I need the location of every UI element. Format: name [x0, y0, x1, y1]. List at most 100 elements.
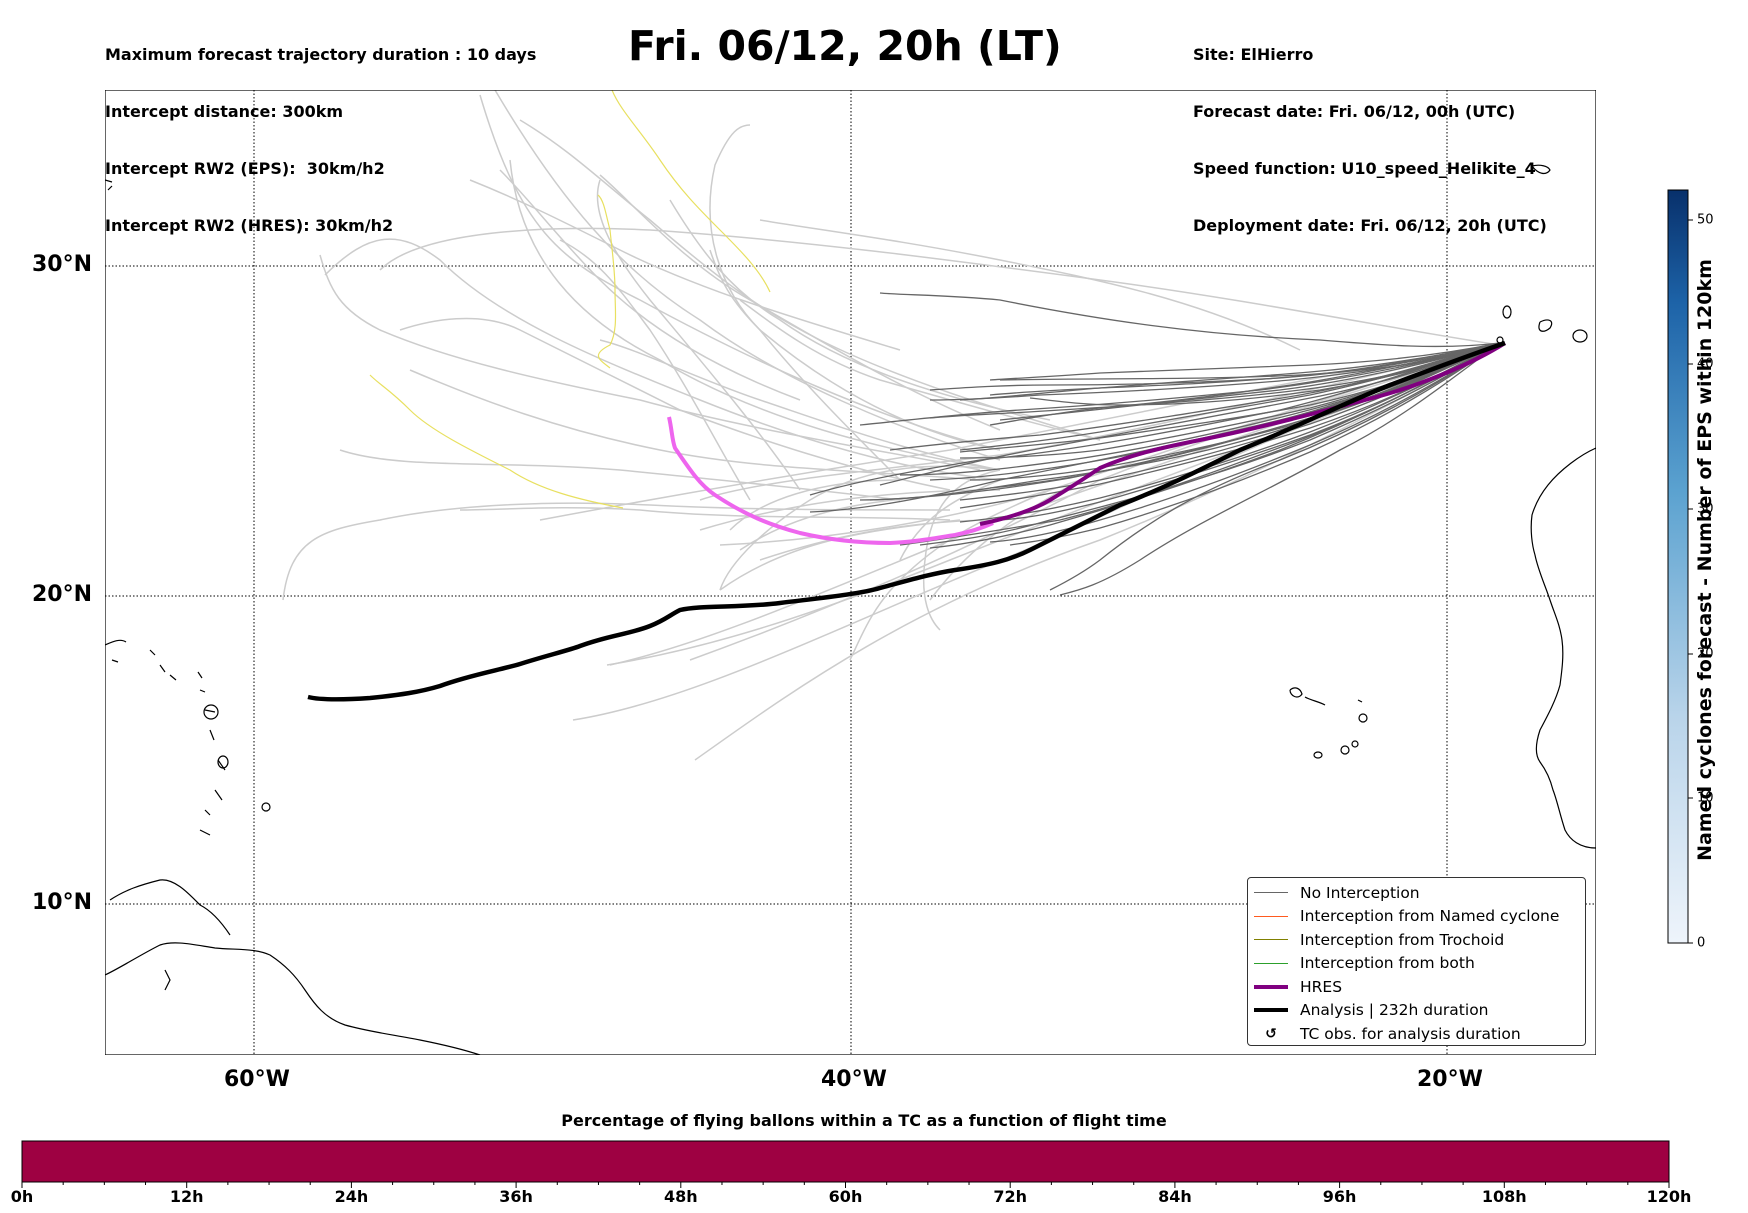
eps-traj	[719, 465, 1001, 591]
no-interception-traj	[989, 342, 1501, 489]
thick-purple-line-icon	[1254, 984, 1288, 989]
lat-label-10n: 10°N	[32, 890, 93, 915]
eps-traj	[709, 249, 901, 481]
flight-bar-tick-label: 72h	[993, 1187, 1028, 1206]
legend-item: Analysis | 232h duration	[1248, 999, 1585, 1023]
no-interception-traj	[999, 342, 1501, 421]
no-interception-traj	[879, 342, 1501, 486]
coastlines	[105, 164, 1596, 1055]
legend-item: No Interception	[1248, 881, 1585, 905]
eps-traj	[709, 124, 1001, 451]
colorbar-tick-label: 20	[1697, 646, 1714, 662]
island-outline	[1304, 696, 1326, 706]
eps-traj	[669, 199, 1051, 421]
no-interception-traj	[879, 292, 1501, 348]
eps-traj	[282, 502, 951, 601]
island-outline	[1313, 751, 1323, 759]
no-interception-traj	[809, 342, 1501, 496]
eps-traj	[899, 479, 1001, 561]
eps-traj	[379, 227, 1501, 346]
legend-item: HRES	[1248, 975, 1585, 999]
legend-label: Interception from both	[1300, 954, 1475, 973]
yellow-traj	[597, 194, 617, 369]
yellow-traj	[369, 374, 624, 509]
eps-traj	[559, 239, 751, 501]
island-outline	[1572, 329, 1588, 343]
eps-traj	[694, 344, 1501, 761]
hres-trajectory-faded	[667, 416, 994, 546]
island-outline	[1531, 164, 1551, 175]
header-right-line: Site: ElHierro	[1193, 45, 1314, 64]
legend-item: Interception from both	[1248, 952, 1585, 976]
eps-traj	[519, 119, 1101, 441]
no-interception-traj	[929, 342, 1501, 391]
thick-black-line-icon	[1254, 1008, 1288, 1013]
analysis-trajectory	[307, 340, 1506, 702]
legend-item: Interception from Named cyclone	[1248, 905, 1585, 929]
flight-bar-tick-label: 60h	[828, 1187, 863, 1206]
eps-traj	[739, 299, 1101, 441]
eps-traj	[319, 254, 981, 471]
colorbar-tick-label: 50	[1697, 212, 1714, 228]
flight-bar-tick-label: 108h	[1481, 1187, 1527, 1206]
legend-label: HRES	[1300, 977, 1343, 996]
legend-label: Interception from Trochoid	[1300, 930, 1505, 949]
island-outline	[217, 755, 229, 769]
flight-bar-tick-label: 84h	[1158, 1187, 1192, 1206]
colorbar-tick-label: 30	[1697, 501, 1714, 517]
eps-traj	[494, 90, 1001, 461]
eps-traj	[849, 489, 1051, 661]
eps-traj	[339, 449, 901, 501]
lon-label-40w: 40°W	[821, 1067, 887, 1092]
flight-bar-tick-label: 96h	[1322, 1187, 1357, 1206]
lat-label-20n: 20°N	[32, 582, 93, 607]
eps-traj	[719, 344, 1501, 546]
flight-time-bar	[21, 1140, 1670, 1183]
lon-label-60w: 60°W	[224, 1067, 290, 1092]
eps-traj	[729, 479, 901, 531]
flight-bar-tick-label: 36h	[499, 1187, 533, 1206]
legend-item: ↺ TC obs. for analysis duration	[1248, 1022, 1585, 1046]
eps-traj	[599, 174, 1001, 431]
flight-bar-tick-label: 0h	[10, 1187, 34, 1206]
colorbar-tick-label: 10	[1697, 790, 1714, 806]
header-left-info: Maximum forecast trajectory duration : 1…	[105, 7, 536, 254]
no-interception-traj	[989, 342, 1501, 396]
no-interception-traj	[959, 342, 1501, 401]
header-right-line: Deployment date: Fri. 06/12, 20h (UTC)	[1193, 216, 1547, 235]
eps-traj	[596, 179, 801, 491]
legend-label: Interception from Named cyclone	[1300, 907, 1560, 926]
eps-traj	[469, 179, 901, 351]
flight-bar-tick-label: 48h	[663, 1187, 698, 1206]
coastline-islands-caribbean	[105, 639, 226, 836]
no-interception-traj	[969, 342, 1501, 481]
eps-traj	[759, 219, 1301, 351]
no-interception-traj	[1009, 342, 1501, 546]
eps-traj	[399, 317, 951, 491]
header-left-line: Intercept RW2 (EPS): 30km/h2	[105, 159, 385, 178]
yellow-traj	[611, 90, 771, 293]
no-interception-traj	[959, 342, 1501, 501]
thin-orange-line-icon	[1254, 915, 1288, 917]
hres-trajectory	[979, 341, 1507, 526]
header-right-info: Site: ElHierro Forecast date: Fri. 06/12…	[1193, 7, 1547, 254]
lon-label-20w: 20°W	[1417, 1067, 1483, 1092]
island-outline	[1340, 745, 1350, 755]
island-outline	[1358, 713, 1368, 723]
island-outline	[1538, 319, 1553, 332]
header-left-line: Maximum forecast trajectory duration : 1…	[105, 45, 537, 64]
island-outline	[1357, 699, 1363, 703]
lat-label-30n: 30°N	[32, 252, 93, 277]
no-interception-trajectories	[809, 292, 1501, 596]
header-left-line: Intercept RW2 (HRES): 30km/h2	[105, 216, 394, 235]
flight-bar-tick-label: 120h	[1646, 1187, 1692, 1206]
flight-bar-ticks	[21, 1182, 1670, 1188]
header-left-line: Intercept distance: 300km	[105, 102, 344, 121]
map-legend: No Interception Interception from Named …	[1247, 877, 1586, 1046]
coastline-antilles	[109, 879, 231, 991]
no-interception-traj	[1029, 342, 1501, 406]
yellow-trajectories	[369, 90, 771, 509]
island-outline	[1351, 740, 1359, 748]
colorbar-label: Named cyclones forecast - Number of EPS …	[1694, 259, 1716, 861]
no-interception-traj	[889, 342, 1501, 451]
